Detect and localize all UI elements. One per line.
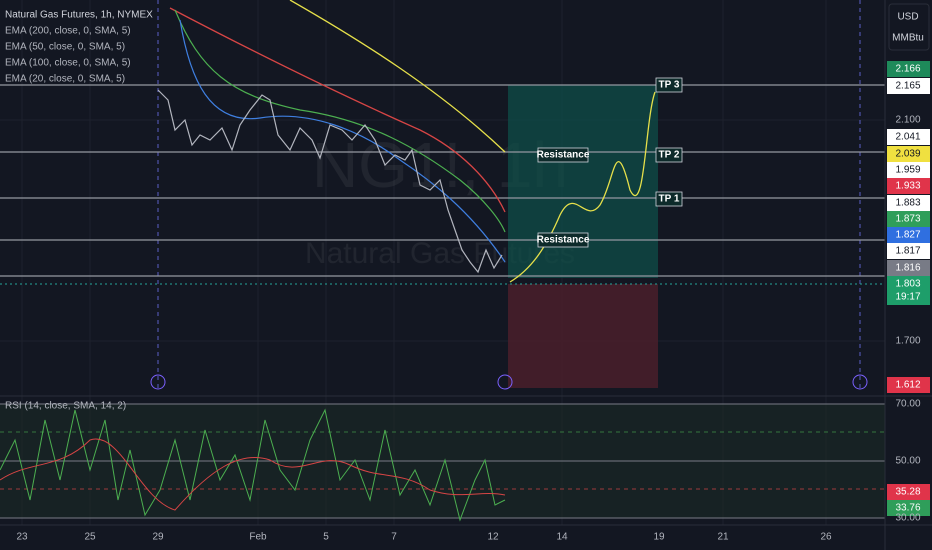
price-label-bg <box>887 227 930 243</box>
time-label: 25 <box>84 532 96 543</box>
price-label: 1.816 <box>895 263 920 274</box>
price-label: 1.817 <box>895 246 920 257</box>
rsi-label: RSI (14, close, SMA, 14, 2) <box>5 401 126 412</box>
price-label-bg <box>887 377 930 393</box>
price-label-bg <box>887 162 930 178</box>
target-zone <box>508 85 658 278</box>
time-label: 5 <box>323 532 329 543</box>
annotation: TP 1 <box>659 194 680 205</box>
price-label-bg <box>887 289 930 305</box>
price-label: 2.100 <box>895 115 920 126</box>
ema-50 <box>174 9 506 233</box>
ema-20 <box>179 19 506 263</box>
time-label: Feb <box>249 532 267 543</box>
price-label-bg <box>887 78 930 94</box>
price-label-bg <box>887 146 930 162</box>
rsi-axis-label: 35.28 <box>895 487 920 498</box>
price-label: 19:17 <box>895 292 920 303</box>
price-label: 1.873 <box>895 214 920 225</box>
annotation: TP 3 <box>659 80 680 91</box>
event-icons <box>150 374 868 390</box>
annotation: TP 2 <box>659 150 680 161</box>
ema-200 <box>289 0 506 153</box>
currency: USD <box>897 12 918 23</box>
price-label: 2.165 <box>895 81 920 92</box>
price-label-bg <box>887 61 930 77</box>
price-label-bg <box>887 195 930 211</box>
horizontal-levels <box>0 84 885 277</box>
price-label: 2.039 <box>895 149 920 160</box>
time-label: 19 <box>653 532 665 543</box>
ema-100 <box>169 7 506 213</box>
unit: MMBtu <box>892 33 924 44</box>
legend-indicator: EMA (50, close, 0, SMA, 5) <box>5 42 125 53</box>
price-label-bg <box>887 178 930 194</box>
rsi-axis-label: 70.00 <box>895 399 920 410</box>
stop-zone <box>508 284 658 388</box>
time-label: 23 <box>16 532 28 543</box>
price-label: 1.803 <box>895 279 920 290</box>
price-label-bg <box>887 260 930 276</box>
rsi-label-bg <box>887 500 930 516</box>
time-label: 21 <box>717 532 729 543</box>
price-label: 2.166 <box>895 64 920 75</box>
annotation: Resistance <box>537 150 590 161</box>
price-label: 1.883 <box>895 198 920 209</box>
price-label-bg <box>887 129 930 145</box>
annotation: Resistance <box>537 235 590 246</box>
rsi-ma <box>0 438 506 511</box>
unit-box <box>888 3 930 51</box>
legend-indicator: EMA (100, close, 0, SMA, 5) <box>5 58 131 69</box>
time-label: 26 <box>820 532 832 543</box>
price-label: 1.612 <box>895 380 920 391</box>
price-label-bg <box>887 276 930 292</box>
price-label: 1.827 <box>895 230 920 241</box>
rsi-axis-label: 33.76 <box>895 503 920 514</box>
legend-indicator: EMA (20, close, 0, SMA, 5) <box>5 74 125 85</box>
price-label-bg <box>887 211 930 227</box>
price-label: 2.041 <box>895 132 920 143</box>
rsi-axis-label: 50.00 <box>895 456 920 467</box>
rsi-line <box>0 408 506 522</box>
price-label: 1.959 <box>895 165 920 176</box>
legend-title: Natural Gas Futures, 1h, NYMEX <box>5 10 153 21</box>
rsi-axis-label: 30.00 <box>895 513 920 524</box>
price-label-bg <box>887 243 930 259</box>
legend-indicator: EMA (200, close, 0, SMA, 5) <box>5 26 131 37</box>
annotation-labels <box>537 77 683 248</box>
price-label: 1.933 <box>895 181 920 192</box>
time-label: 14 <box>556 532 568 543</box>
time-label: 7 <box>391 532 397 543</box>
time-label: 29 <box>152 532 164 543</box>
rsi-label-bg <box>887 484 930 500</box>
price-label: 1.700 <box>895 336 920 347</box>
price-candles <box>157 89 503 274</box>
time-label: 12 <box>487 532 499 543</box>
